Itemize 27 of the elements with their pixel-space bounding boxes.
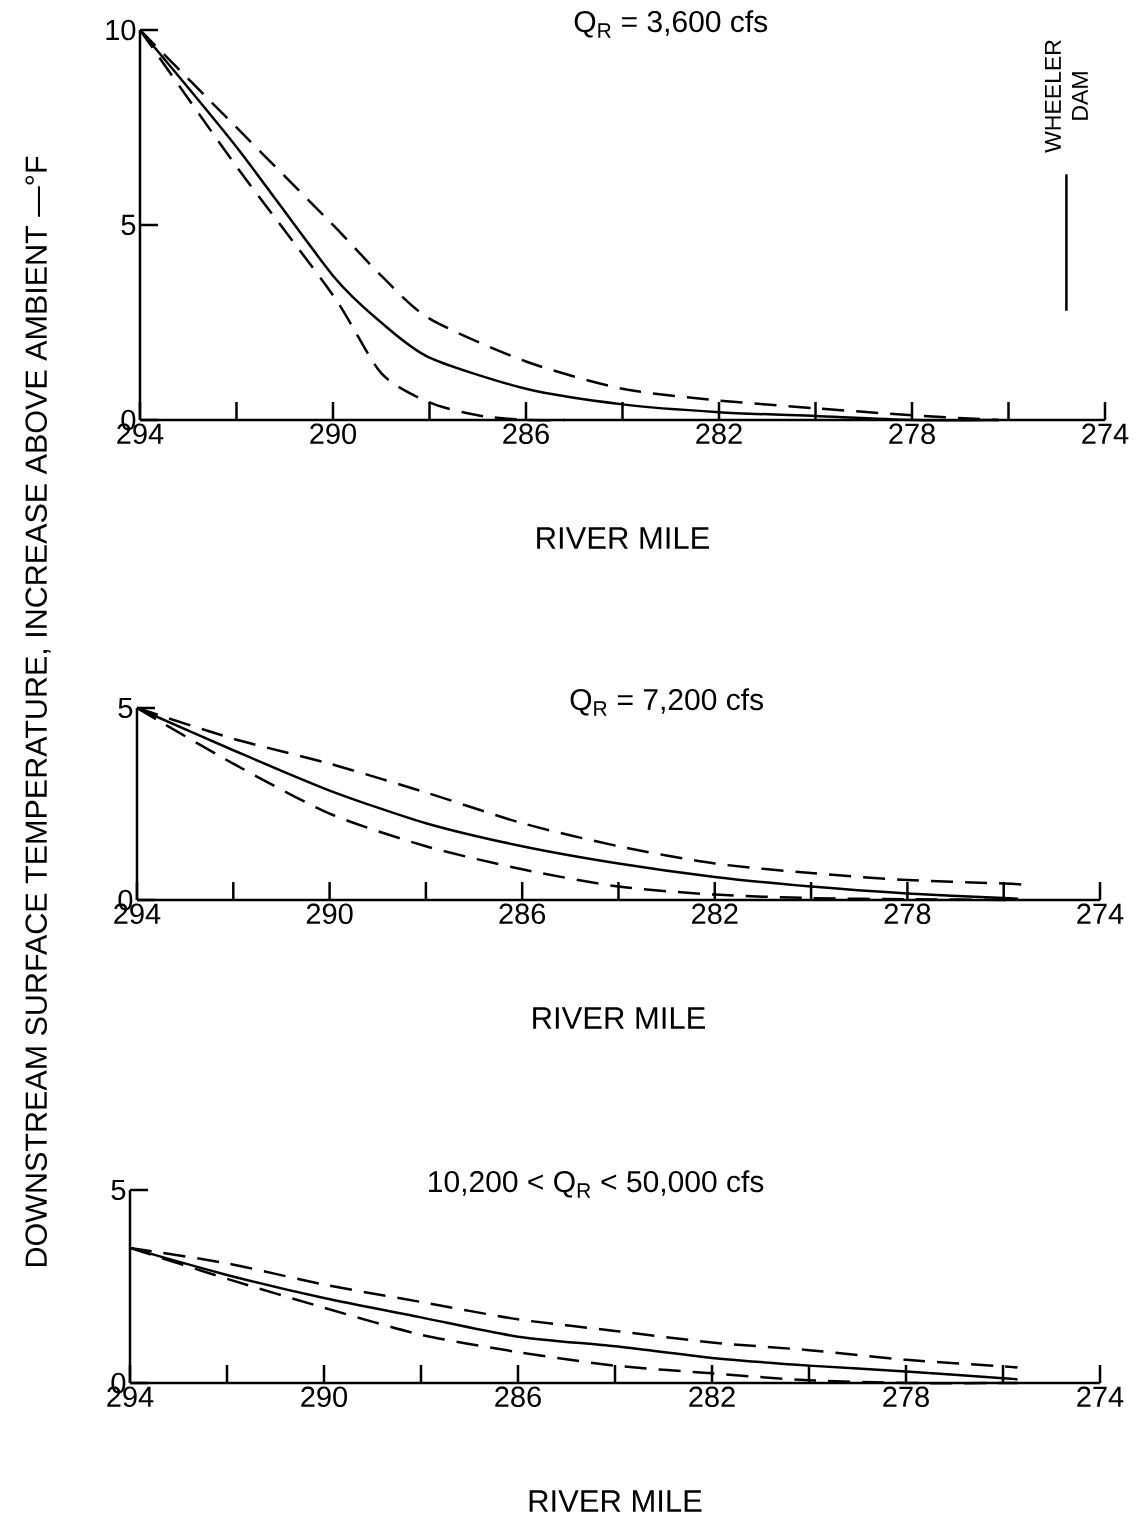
x-tick-label: 274	[1082, 423, 1129, 444]
x-tick-label: 282	[692, 903, 738, 925]
x-tick-label: 290	[306, 903, 353, 925]
x-tick-label: 282	[689, 1386, 735, 1408]
x-tick-label: 278	[883, 1386, 929, 1408]
x-tick-label: 282	[696, 423, 742, 445]
chart-title: 10,200 < Q$_{R}$ < 50,000 cfs	[429, 1170, 764, 1198]
chart-title: Q$_{R}$ = 7,200 cfs	[570, 688, 763, 716]
x-tick-label: 290	[301, 1386, 348, 1408]
y-tick-label: 10	[106, 19, 136, 41]
y-axis-title: DOWNSTREAM SURFACE TEMPERATURE, INCREASE ABOVE AMBIENT —°F	[25, 156, 51, 1267]
x-tick-label: 290	[310, 423, 357, 445]
x-tick-label: 286	[495, 1386, 541, 1408]
x-tick-label: 278	[889, 423, 935, 445]
chart-title: Q$_{R}$ = 3,600 cfs	[574, 10, 768, 38]
x-tick-label: 286	[499, 903, 546, 925]
x-tick-label: 274	[1077, 903, 1124, 924]
x-tick-label: 274	[1077, 1386, 1124, 1407]
x-axis-title: RIVER MILE	[529, 1490, 702, 1512]
y-tick-label: 5	[118, 697, 133, 719]
x-tick-label: 286	[503, 423, 549, 445]
x-axis-title: RIVER MILE	[533, 1007, 705, 1029]
x-tick-label: 278	[884, 903, 931, 925]
ref-line-label: WHEELER DAM	[1044, 40, 1088, 153]
x-axis-title: RIVER MILE	[537, 527, 709, 549]
y-tick-label: 5	[121, 214, 136, 236]
y-tick-label: 5	[111, 1179, 126, 1201]
